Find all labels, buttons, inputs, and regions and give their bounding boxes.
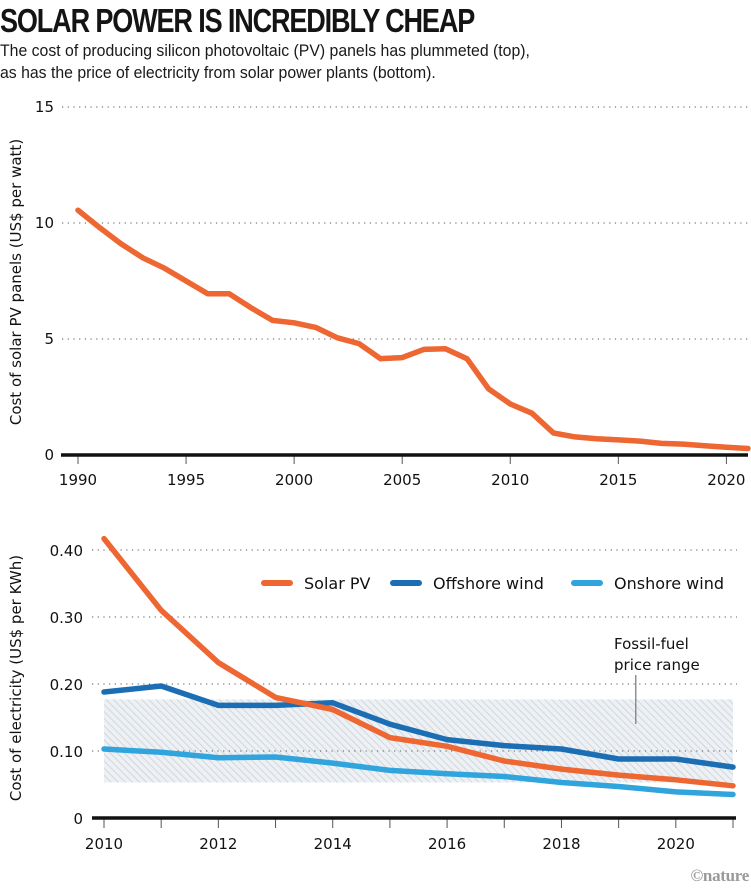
nature-credit-logo: ©nature xyxy=(690,866,750,885)
subtitle-line-1: The cost of producing silicon photovolta… xyxy=(0,41,530,60)
x-tick-label: 2000 xyxy=(275,471,313,489)
electricity-cost-chart: 00.100.200.300.40 2010 2012 2014 2016 2018 20… xyxy=(7,535,737,853)
y-tick-label: 0.40 xyxy=(50,542,83,560)
x-tick-label: 1995 xyxy=(167,471,205,489)
x-tick-label: 2018 xyxy=(542,835,580,853)
y-tick-label: 10 xyxy=(35,214,54,232)
chart-title: SOLAR POWER IS INCREDIBLY CHEAP xyxy=(0,2,475,39)
solar-panel-cost-chart: 0 5 10 15 1990 1995 2000 2005 2010 2015 2020 Cost… xyxy=(7,98,751,489)
annotation-line-2: price range xyxy=(614,656,700,674)
x-tick-label: 2020 xyxy=(657,835,695,853)
x-tick-label: 2015 xyxy=(599,471,637,489)
y-tick-label: 5 xyxy=(44,330,54,348)
legend-item: Offshore wind xyxy=(390,574,544,593)
series-line-offshore-wind xyxy=(101,683,736,770)
legend-label: Offshore wind xyxy=(433,574,544,593)
x-tick-label: 2014 xyxy=(314,835,352,853)
x-tick-label: 2010 xyxy=(491,471,529,489)
top-y-axis-title: Cost of solar PV panels (US$ per watt) xyxy=(7,139,25,425)
bottom-series xyxy=(101,535,736,798)
x-tick-label: 2010 xyxy=(85,835,123,853)
fossil-fuel-annotation: Fossil-fuel price range xyxy=(614,635,700,724)
y-tick-label: 0 xyxy=(73,810,83,828)
top-series xyxy=(75,207,751,452)
top-x-ticks: 1990 1995 2000 2005 2010 2015 2020 xyxy=(59,455,745,489)
legend: Solar PV Offshore wind Onshore wind xyxy=(261,574,724,593)
x-tick-label: 2005 xyxy=(383,471,421,489)
x-tick-label: 2016 xyxy=(428,835,466,853)
legend-label: Onshore wind xyxy=(614,574,724,593)
top-gridlines xyxy=(62,106,748,340)
y-tick-label: 0 xyxy=(44,446,54,464)
legend-item: Solar PV xyxy=(261,574,371,593)
x-tick-label: 2012 xyxy=(199,835,237,853)
series-line-solar-pv xyxy=(101,535,736,789)
annotation-line-1: Fossil-fuel xyxy=(614,635,689,653)
legend-label: Solar PV xyxy=(304,574,371,593)
x-tick-label: 2020 xyxy=(707,471,745,489)
y-tick-label: 15 xyxy=(35,98,54,116)
series-line-solar-pv-panels xyxy=(75,207,751,452)
y-tick-label: 0.20 xyxy=(50,676,83,694)
bottom-y-axis-title: Cost of electricity (US$ per KWh) xyxy=(7,555,25,801)
y-tick-label: 0.30 xyxy=(50,609,83,627)
top-y-tick-labels: 0 5 10 15 xyxy=(35,98,54,464)
bottom-x-ticks: 2010 2012 2014 2016 2018 2020 xyxy=(85,818,734,853)
x-tick-label: 1990 xyxy=(59,471,97,489)
y-tick-label: 0.10 xyxy=(50,743,83,761)
subtitle-line-2: as has the price of electricity from sol… xyxy=(0,63,436,82)
chart-subtitle: The cost of producing silicon photovolta… xyxy=(0,40,530,84)
legend-item: Onshore wind xyxy=(571,574,724,593)
bottom-y-tick-labels: 0 0.10 0.20 0.30 0.40 xyxy=(50,542,83,828)
series-line-onshore-wind xyxy=(101,746,736,798)
